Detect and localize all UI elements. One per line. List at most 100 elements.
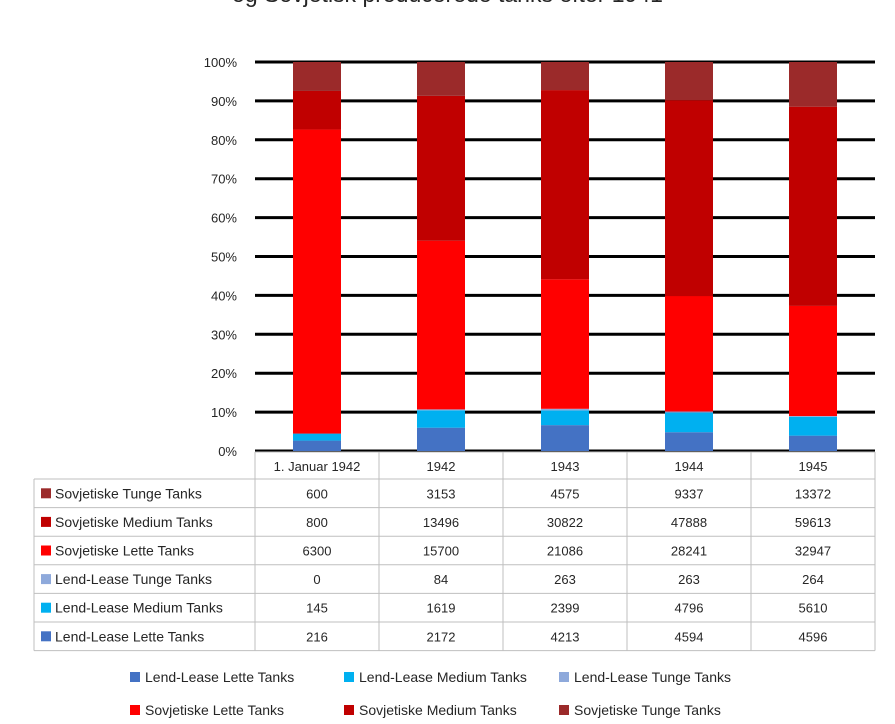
- table-row-label: Lend-Lease Tunge Tanks: [55, 571, 212, 587]
- data-label: 30822: [547, 515, 583, 530]
- y-tick-label: 50%: [211, 250, 237, 265]
- bar-lend-lease-medium-tanks-1945: [789, 416, 837, 436]
- data-label: 263: [554, 572, 576, 587]
- bar-sovjetiske-medium-tanks-1-januar-1942: [293, 90, 341, 130]
- data-label: 145: [306, 601, 328, 616]
- legend-key-sovjetiske-lette-tanks: [130, 705, 140, 715]
- bar-sovjetiske-medium-tanks-1942: [417, 95, 465, 241]
- data-label: 264: [802, 572, 824, 587]
- data-label: 84: [434, 572, 448, 587]
- table-row-label: Lend-Lease Lette Tanks: [55, 628, 204, 644]
- y-tick-label: 40%: [211, 288, 237, 303]
- x-category-label: 1942: [427, 459, 456, 474]
- x-category-label: 1944: [675, 459, 704, 474]
- bar-sovjetiske-lette-tanks-1945: [789, 305, 837, 417]
- data-label: 3153: [427, 486, 456, 501]
- data-label: 6300: [303, 544, 332, 559]
- bar-lend-lease-lette-tanks-1944: [665, 432, 713, 451]
- data-label: 2172: [427, 629, 456, 644]
- legend-key-lend-lease-tunge-tanks: [559, 672, 569, 682]
- bar-sovjetiske-lette-tanks-1942: [417, 240, 465, 410]
- bar-sovjetiske-tunge-tanks-1-januar-1942: [293, 62, 341, 91]
- bar-lend-lease-medium-tanks-1-januar-1942: [293, 433, 341, 441]
- table-row-label: Sovjetiske Medium Tanks: [55, 514, 213, 530]
- bar-lend-lease-tunge-tanks-1945: [789, 416, 837, 417]
- table-row-label: Sovjetiske Lette Tanks: [55, 543, 194, 559]
- bar-lend-lease-tunge-tanks-1944: [665, 411, 713, 413]
- data-label: 15700: [423, 544, 459, 559]
- data-label: 4596: [799, 629, 828, 644]
- data-label: 263: [678, 572, 700, 587]
- bar-sovjetiske-tunge-tanks-1945: [789, 62, 837, 107]
- table-legend-key: [41, 631, 51, 642]
- y-tick-label: 70%: [211, 172, 237, 187]
- table-row-label: Lend-Lease Medium Tanks: [55, 600, 223, 616]
- y-tick-label: 10%: [211, 405, 237, 420]
- data-label: 28241: [671, 544, 707, 559]
- data-label: 13496: [423, 515, 459, 530]
- table-legend-key: [41, 574, 51, 585]
- bar-sovjetiske-medium-tanks-1943: [541, 90, 589, 280]
- bar-sovjetiske-tunge-tanks-1944: [665, 62, 713, 101]
- data-label: 47888: [671, 515, 707, 530]
- y-tick-label: 80%: [211, 133, 237, 148]
- data-label: 4594: [675, 629, 704, 644]
- legend-label: Lend-Lease Medium Tanks: [359, 669, 527, 685]
- bar-sovjetiske-medium-tanks-1944: [665, 100, 713, 297]
- legend-label: Sovjetiske Medium Tanks: [359, 702, 517, 718]
- data-label: 216: [306, 629, 328, 644]
- bar-lend-lease-medium-tanks-1942: [417, 410, 465, 428]
- chart-title: og Sovjetisk producerede tanks efter 194…: [0, 0, 895, 10]
- data-label: 4796: [675, 601, 704, 616]
- bar-sovjetiske-lette-tanks-1-januar-1942: [293, 129, 341, 434]
- y-tick-label: 0%: [218, 444, 237, 459]
- legend-label: Sovjetiske Lette Tanks: [145, 702, 284, 718]
- bar-lend-lease-lette-tanks-1-januar-1942: [293, 440, 341, 451]
- data-label: 2399: [551, 601, 580, 616]
- bar-sovjetiske-tunge-tanks-1943: [541, 62, 589, 91]
- table-legend-key: [41, 545, 51, 556]
- chart-title-line-2: og Sovjetisk producerede tanks efter 194…: [0, 0, 895, 10]
- legend-key-sovjetiske-medium-tanks: [344, 705, 354, 715]
- data-label: 32947: [795, 544, 831, 559]
- legend-label: Lend-Lease Lette Tanks: [145, 669, 294, 685]
- table-row-label: Sovjetiske Tunge Tanks: [55, 485, 202, 501]
- bar-lend-lease-lette-tanks-1945: [789, 435, 837, 451]
- y-tick-label: 100%: [204, 55, 238, 70]
- data-label: 4213: [551, 629, 580, 644]
- data-label: 1619: [427, 601, 456, 616]
- data-label: 800: [306, 515, 328, 530]
- bar-sovjetiske-medium-tanks-1945: [789, 106, 837, 306]
- x-category-label: 1945: [799, 459, 828, 474]
- legend-key-sovjetiske-tunge-tanks: [559, 705, 569, 715]
- data-label: 5610: [799, 601, 828, 616]
- legend-label: Sovjetiske Tunge Tanks: [574, 702, 721, 718]
- y-tick-label: 30%: [211, 327, 237, 342]
- bar-lend-lease-lette-tanks-1943: [541, 425, 589, 451]
- data-label: 0: [313, 572, 320, 587]
- legend-key-lend-lease-lette-tanks: [130, 672, 140, 682]
- y-tick-label: 60%: [211, 211, 237, 226]
- data-label: 21086: [547, 544, 583, 559]
- data-label: 59613: [795, 515, 831, 530]
- legend-label: Lend-Lease Tunge Tanks: [574, 669, 731, 685]
- bar-lend-lease-tunge-tanks-1942: [417, 409, 465, 411]
- y-tick-label: 90%: [211, 94, 237, 109]
- data-label: 4575: [551, 486, 580, 501]
- bar-lend-lease-lette-tanks-1942: [417, 427, 465, 451]
- bar-lend-lease-tunge-tanks-1943: [541, 408, 589, 411]
- data-label: 9337: [675, 486, 704, 501]
- data-label: 13372: [795, 486, 831, 501]
- table-legend-key: [41, 488, 51, 499]
- table-legend-key: [41, 516, 51, 527]
- x-category-label: 1943: [551, 459, 580, 474]
- legend-key-lend-lease-medium-tanks: [344, 672, 354, 682]
- table-legend-key: [41, 602, 51, 613]
- x-category-label: 1. Januar 1942: [274, 459, 361, 474]
- bar-sovjetiske-lette-tanks-1944: [665, 296, 713, 412]
- data-label: 600: [306, 486, 328, 501]
- bar-lend-lease-medium-tanks-1944: [665, 412, 713, 433]
- bar-sovjetiske-tunge-tanks-1942: [417, 62, 465, 96]
- bar-lend-lease-medium-tanks-1943: [541, 410, 589, 426]
